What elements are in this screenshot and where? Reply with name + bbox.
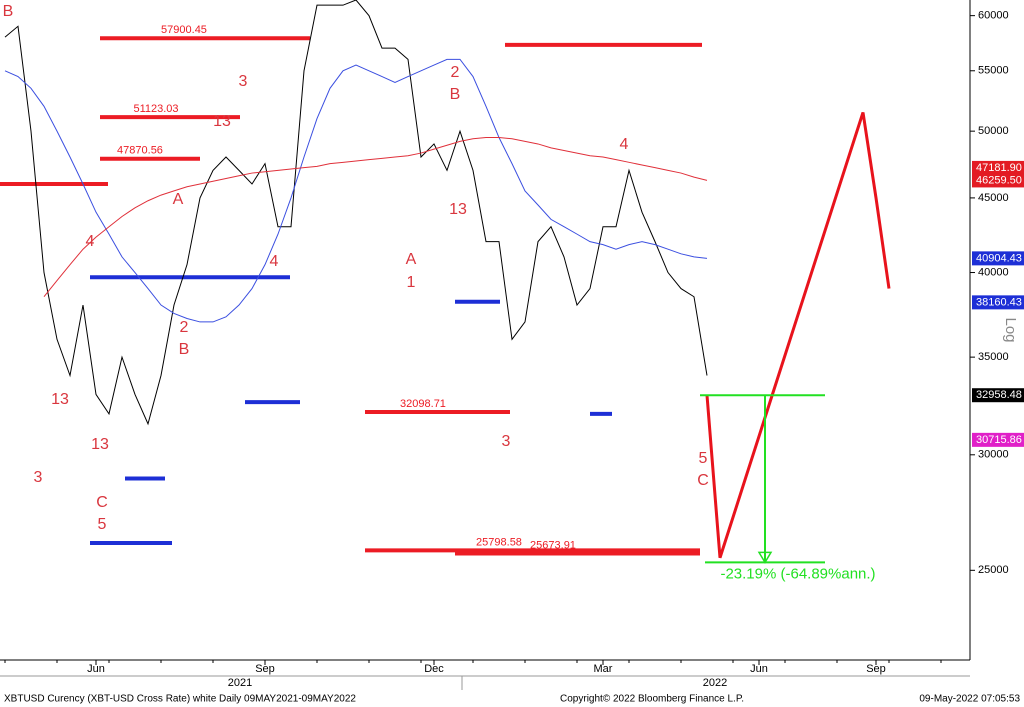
price-tag: [972, 160, 1024, 175]
wave-label: 4: [86, 233, 95, 250]
wave-label: B: [179, 341, 190, 358]
x-tick-label: Jun: [87, 663, 105, 675]
level-label: 47870.56: [117, 145, 163, 157]
series-line: [4, 0, 708, 426]
wave-label: 3: [34, 469, 43, 486]
wave-label: 1: [407, 274, 416, 291]
wave-label: 4: [620, 136, 629, 153]
price-tag-label: 47181.90: [976, 162, 1022, 174]
measure-arrow: [757, 551, 773, 564]
wave-label: 2: [180, 319, 189, 336]
y-tick-label: 30000: [978, 449, 1009, 461]
price-tag-label: 30715.86: [976, 434, 1022, 446]
wave-label: C: [96, 494, 108, 511]
wave-label: B: [3, 3, 14, 20]
x-tick-label: Sep: [866, 663, 886, 675]
level-label: 25673.91: [530, 539, 576, 551]
level-label: 25798.58: [476, 536, 522, 548]
y-tick-label: 55000: [978, 65, 1009, 77]
price-tag-label: 40904.43: [976, 252, 1022, 264]
measure-label: -23.19% (-64.89%ann.): [720, 565, 875, 582]
y-tick-label: 40000: [978, 266, 1009, 278]
wave-label: 3: [502, 433, 511, 450]
price-tag: [972, 251, 1024, 266]
price-tag-label: 46259.50: [976, 174, 1022, 186]
price-tag: [972, 388, 1024, 403]
y-tick-label: 60000: [978, 10, 1009, 22]
wave-label: 13: [51, 391, 69, 408]
price-tag: [972, 432, 1024, 447]
price-tag-label: 32958.48: [976, 389, 1022, 401]
price-tag-label: 38160.43: [976, 296, 1022, 308]
wave-label: A: [406, 251, 417, 268]
level-label: 51123.03: [133, 103, 178, 115]
x-tick-label: Mar: [594, 663, 613, 675]
price-tag: [972, 295, 1024, 310]
footer-center: Copyright© 2022 Bloomberg Finance L.P.: [560, 694, 744, 705]
wave-label: 13: [449, 201, 467, 218]
wave-label: 13: [213, 113, 231, 130]
y-tick-label: 45000: [978, 192, 1009, 204]
series-line: [4, 58, 708, 323]
y-tick-label: 50000: [978, 125, 1009, 137]
price-tag: [972, 173, 1024, 188]
level-label: 32098.71: [400, 398, 446, 410]
x-tick-label: Sep: [255, 663, 275, 675]
x-tick-label: Dec: [424, 663, 444, 675]
footer-left: XBTUSD Curency (XBT-USD Cross Rate) whit…: [4, 694, 356, 705]
year-label: 2021: [228, 677, 252, 689]
x-tick-label: Jun: [750, 663, 768, 675]
wave-label: 5: [98, 516, 107, 533]
level-label: 57900.45: [161, 24, 207, 36]
wave-label: A: [173, 191, 184, 208]
wave-label: 5: [699, 450, 708, 467]
series-line: [705, 111, 891, 559]
footer-right: 09-May-2022 07:05:53: [919, 694, 1020, 705]
year-label: 2022: [703, 677, 727, 689]
y-tick-label: 25000: [978, 564, 1009, 576]
wave-label: 2: [451, 64, 460, 81]
wave-label: 3: [239, 73, 248, 90]
y-axis-label: Log: [1002, 317, 1019, 342]
wave-label: B: [450, 86, 461, 103]
wave-label: 4: [270, 253, 279, 270]
wave-label: C: [697, 472, 709, 489]
series-line: [43, 137, 708, 298]
y-tick-label: 35000: [978, 351, 1009, 363]
wave-label: 13: [91, 436, 109, 453]
